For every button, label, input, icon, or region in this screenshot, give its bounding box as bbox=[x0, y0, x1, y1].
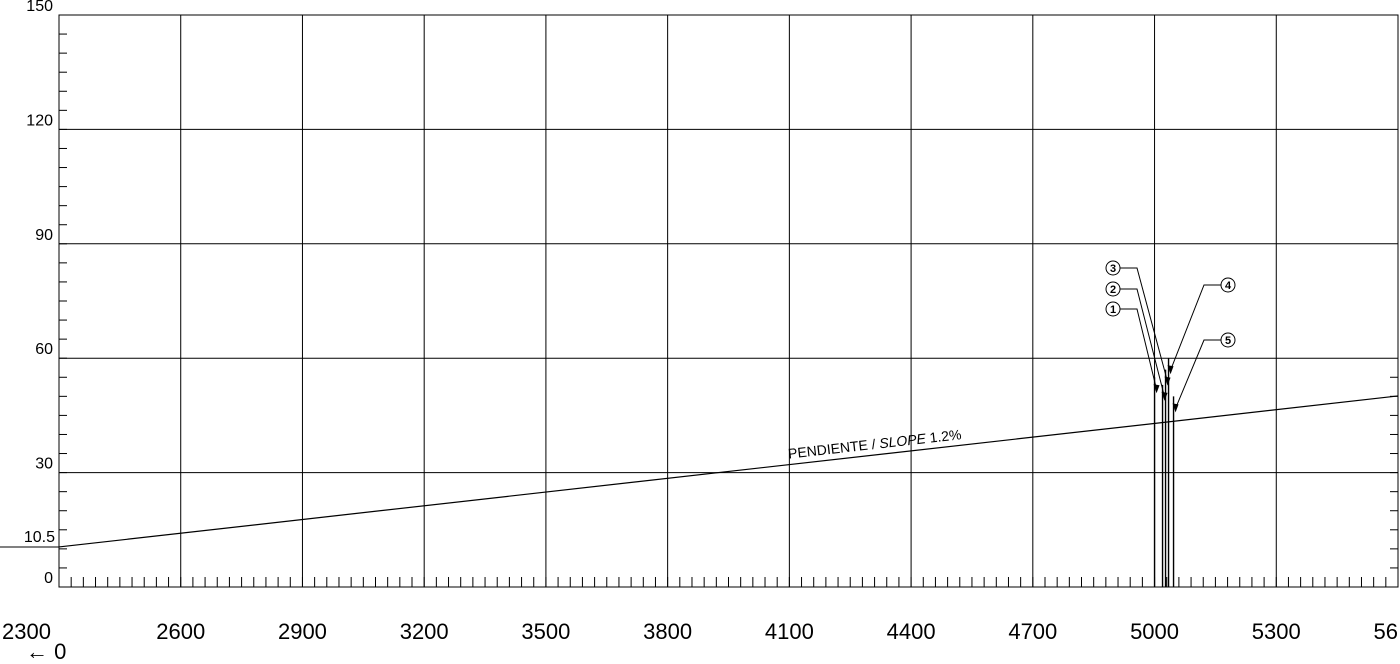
callout-label: 4 bbox=[1225, 280, 1232, 292]
series-layer bbox=[58, 395, 1399, 548]
series-line bbox=[58, 395, 1399, 548]
x-tick-label: 2300 bbox=[2, 619, 51, 644]
callout-leader bbox=[1120, 308, 1158, 390]
origin-note: ← 0 bbox=[26, 639, 66, 664]
series-label-text: PENDIENTE / bbox=[787, 435, 880, 461]
series-label-italic: SLOPE bbox=[878, 430, 927, 451]
y-extra-label: 10.5 bbox=[24, 529, 55, 546]
callout-label: 3 bbox=[1110, 263, 1116, 275]
series-label: PENDIENTE / SLOPE 1.2% bbox=[787, 426, 962, 461]
callout-leader bbox=[1120, 267, 1169, 382]
callout-arrow bbox=[1167, 365, 1174, 375]
x-tick-label: 5000 bbox=[1130, 619, 1179, 644]
y-tick-label: 0 bbox=[44, 570, 53, 587]
x-tick-label: 3800 bbox=[643, 619, 692, 644]
x-tick-label: 3500 bbox=[521, 619, 570, 644]
x-tick-label: 5300 bbox=[1252, 619, 1301, 644]
callout-leader bbox=[1175, 339, 1221, 409]
grid-layer bbox=[0, 14, 1399, 588]
x-tick-label: 4100 bbox=[765, 619, 814, 644]
bars-layer bbox=[1105, 260, 1236, 587]
x-tick-label: 4700 bbox=[1008, 619, 1057, 644]
callout-label: 1 bbox=[1110, 304, 1116, 316]
callout-leader bbox=[1170, 284, 1221, 371]
x-tick-label: 2900 bbox=[278, 619, 327, 644]
y-tick-label: 90 bbox=[35, 227, 53, 244]
x-tick-label: 56 bbox=[1374, 619, 1398, 644]
y-tick-label: 30 bbox=[35, 456, 53, 473]
x-tick-label: 3200 bbox=[400, 619, 449, 644]
callout-arrow bbox=[1153, 384, 1160, 394]
y-tick-label: 120 bbox=[26, 112, 53, 129]
plot-frame bbox=[58, 14, 1399, 588]
minor-ticks-layer bbox=[59, 33, 1398, 587]
callout-label: 5 bbox=[1225, 335, 1231, 347]
x-tick-label: 4400 bbox=[887, 619, 936, 644]
callout-label: 2 bbox=[1110, 284, 1116, 296]
callout-arrow bbox=[1172, 403, 1179, 413]
y-tick-label: 150 bbox=[26, 0, 53, 15]
x-tick-label: 2600 bbox=[156, 619, 205, 644]
series-label-suffix: 1.2% bbox=[925, 426, 962, 446]
callout-leader bbox=[1120, 288, 1166, 398]
y-tick-label: 60 bbox=[35, 341, 53, 358]
